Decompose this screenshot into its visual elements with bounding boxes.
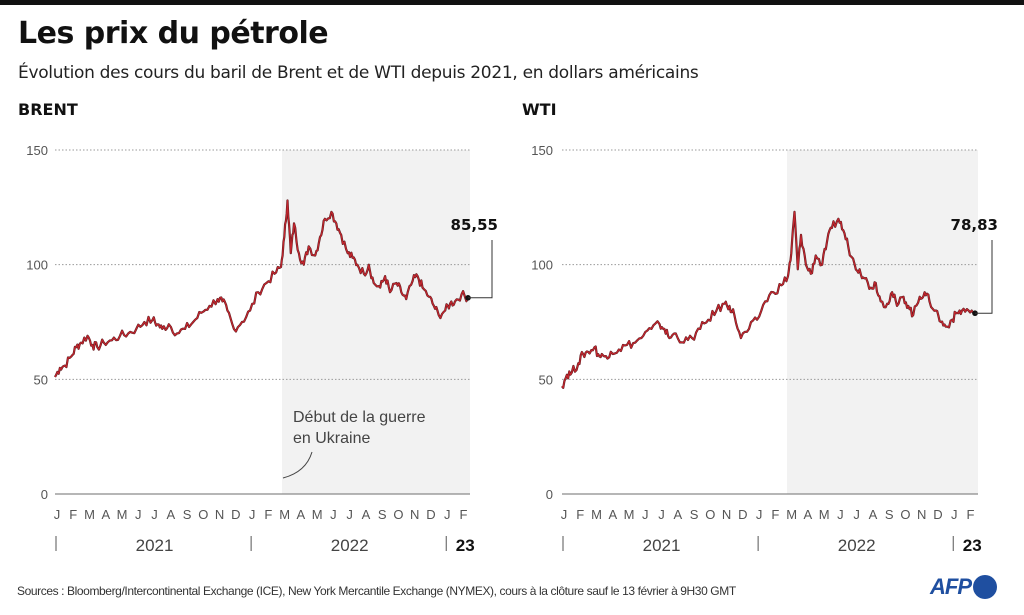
x-tick-month-label: F [771, 507, 779, 522]
last-value-label: 85,55 [451, 216, 498, 234]
war-annotation-line1: Début de la guerre [293, 409, 426, 426]
x-tick-month-label: D [933, 507, 942, 522]
x-tick-month-label: M [591, 507, 602, 522]
y-tick-label: 150 [531, 143, 553, 158]
x-tick-month-label: O [393, 507, 403, 522]
x-tick-month-label: M [84, 507, 95, 522]
x-tick-month-label: F [460, 507, 468, 522]
y-tick-label: 50 [539, 372, 553, 387]
y-tick-label: 100 [26, 258, 48, 273]
x-tick-month-label: A [673, 507, 682, 522]
x-tick-month-label: M [279, 507, 290, 522]
x-tick-month-label: N [215, 507, 224, 522]
afp-logo-dot-icon [973, 575, 997, 599]
x-tick-month-label: D [426, 507, 435, 522]
x-tick-month-label: F [69, 507, 77, 522]
x-tick-month-label: A [101, 507, 110, 522]
x-tick-month-label: D [738, 507, 747, 522]
x-year-label: 23 [963, 536, 982, 555]
x-tick-month-label: M [624, 507, 635, 522]
x-tick-month-label: A [166, 507, 175, 522]
x-tick-month-label: J [853, 507, 860, 522]
x-tick-month-label: J [837, 507, 844, 522]
x-tick-month-label: S [183, 507, 192, 522]
x-tick-month-label: J [642, 507, 649, 522]
x-tick-month-label: M [819, 507, 830, 522]
x-tick-month-label: J [346, 507, 353, 522]
war-period-shading [282, 150, 470, 494]
x-year-label: 2022 [331, 536, 369, 555]
war-annotation-pointer [282, 451, 313, 479]
x-year-label: 2022 [838, 536, 876, 555]
x-tick-month-label: J [951, 507, 958, 522]
x-tick-month-label: M [312, 507, 323, 522]
x-tick-month-label: J [54, 507, 61, 522]
war-period-shading [787, 150, 978, 494]
x-year-label: 2021 [643, 536, 681, 555]
x-tick-month-label: F [264, 507, 272, 522]
x-tick-month-label: J [135, 507, 142, 522]
last-value-label: 78,83 [951, 216, 998, 234]
x-tick-month-label: O [705, 507, 715, 522]
x-tick-month-label: S [378, 507, 387, 522]
x-tick-month-label: A [608, 507, 617, 522]
x-tick-month-label: J [756, 507, 763, 522]
last-value-leader [975, 240, 993, 314]
x-tick-month-label: F [576, 507, 584, 522]
top-rule [0, 0, 1024, 5]
y-tick-label: 150 [26, 143, 48, 158]
x-tick-month-label: M [786, 507, 797, 522]
wti-panel-title: WTI [522, 100, 557, 119]
x-tick-month-label: D [231, 507, 240, 522]
afp-logo: AFP [930, 574, 997, 600]
x-tick-month-label: A [297, 507, 306, 522]
x-tick-month-label: N [917, 507, 926, 522]
page-subtitle: Évolution des cours du baril de Brent et… [18, 63, 699, 83]
war-annotation: Début de la guerre en Ukraine [282, 409, 426, 479]
x-tick-month-label: J [249, 507, 256, 522]
x-tick-month-label: J [151, 507, 158, 522]
sources-footer: Sources : Bloomberg/Intercontinental Exc… [17, 584, 736, 598]
y-tick-label: 0 [41, 487, 48, 502]
x-tick-month-label: O [198, 507, 208, 522]
x-tick-month-label: N [722, 507, 731, 522]
afp-logo-text: AFP [930, 574, 972, 599]
x-tick-month-label: S [690, 507, 699, 522]
x-tick-month-label: O [900, 507, 910, 522]
y-tick-label: 50 [34, 372, 48, 387]
x-tick-month-label: F [967, 507, 975, 522]
x-tick-month-label: J [444, 507, 451, 522]
x-year-label: 23 [456, 536, 475, 555]
x-tick-month-label: A [869, 507, 878, 522]
x-tick-month-label: A [362, 507, 371, 522]
x-tick-month-label: J [658, 507, 665, 522]
x-tick-month-label: A [804, 507, 813, 522]
last-value-leader [468, 240, 493, 299]
price-line [561, 211, 976, 389]
y-tick-label: 0 [546, 487, 553, 502]
x-year-label: 2021 [136, 536, 174, 555]
brent-panel-title: BRENT [18, 100, 78, 119]
x-tick-month-label: S [885, 507, 894, 522]
x-tick-month-label: M [117, 507, 128, 522]
y-tick-label: 100 [531, 258, 553, 273]
page-title: Les prix du pétrole [18, 16, 329, 51]
war-annotation-line2: en Ukraine [293, 430, 370, 447]
x-tick-month-label: J [330, 507, 337, 522]
x-tick-month-label: J [561, 507, 568, 522]
price-line [54, 199, 469, 378]
x-tick-month-label: N [410, 507, 419, 522]
